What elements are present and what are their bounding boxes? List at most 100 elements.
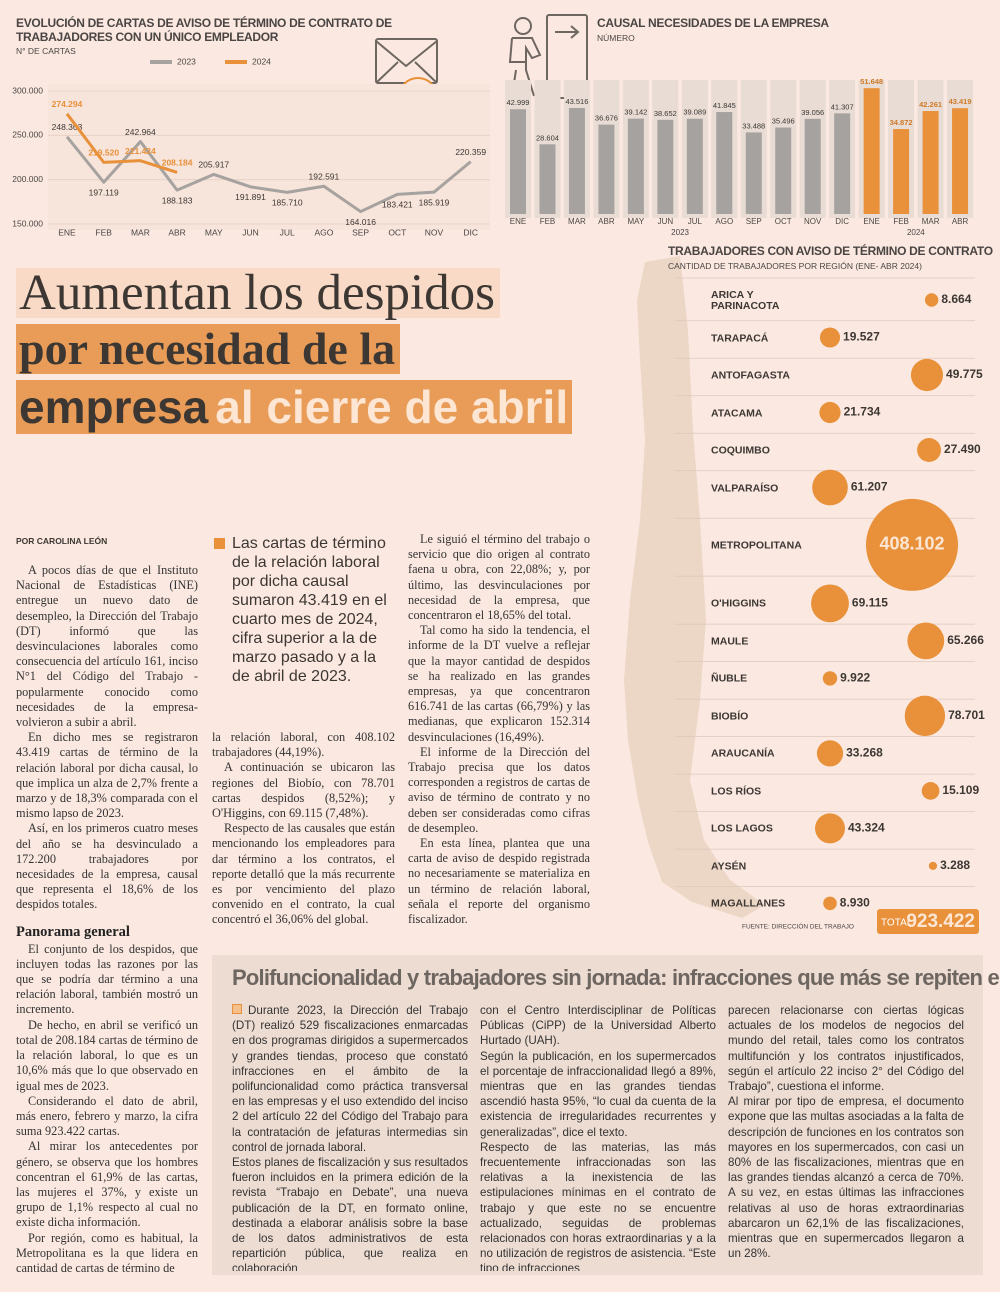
bar xyxy=(510,109,526,214)
value-label: 36.676 xyxy=(595,114,618,123)
x-tick-label: DIC xyxy=(463,227,478,237)
bar xyxy=(863,88,880,214)
total-value: 923.422 xyxy=(906,911,975,932)
bubble xyxy=(819,327,841,348)
region-label: TARAPACÁ xyxy=(711,332,769,344)
paragraph: parecen relacionarse con ciertas lógicas… xyxy=(728,1004,964,1094)
x-tick-label: DIC xyxy=(835,217,849,226)
value-label: 192.591 xyxy=(309,171,340,181)
x-tick-label: AGO xyxy=(715,217,733,226)
total-badge xyxy=(877,909,979,934)
region-label: ANTOFAGASTA xyxy=(711,369,790,382)
bubble-chart-subtitle: CANTIDAD DE TRABAJADORES POR REGIÓN (ENE… xyxy=(668,261,922,271)
value-label: 51.648 xyxy=(860,77,883,86)
x-tick-label: MAR xyxy=(131,227,150,237)
article-column: Le siguió el término del trabajo o servi… xyxy=(408,532,590,928)
value-label: 21.734 xyxy=(844,405,881,419)
x-tick-label: SEP xyxy=(352,227,369,237)
line-chart-title: EVOLUCIÓN DE CARTAS DE AVISO DE TÉRMINO … xyxy=(16,16,392,44)
bar xyxy=(804,118,821,214)
paragraph: Según la publicación, en los supermercad… xyxy=(480,1049,716,1139)
sidebar-title: Polifuncionalidad y trabajadores sin jor… xyxy=(232,965,1000,990)
value-label: 65.266 xyxy=(947,633,984,647)
paragraph: Respecto de las causales que están menci… xyxy=(212,821,395,927)
paragraph: Al mirar por tipo de empresa, el documen… xyxy=(728,1095,964,1261)
value-label: 8.930 xyxy=(840,896,870,910)
x-tick-label: MAR xyxy=(922,217,940,226)
region-label: BIOBÍO xyxy=(711,710,749,723)
bar xyxy=(686,118,703,214)
sidebar-column: con el Centro Interdisciplinar de Políti… xyxy=(480,1003,716,1271)
bubble xyxy=(910,358,944,392)
region-label: VALPARAÍSO xyxy=(711,482,779,494)
subhead: Panorama general xyxy=(16,923,130,940)
y-tick-label: 200.000 xyxy=(12,174,43,184)
bar xyxy=(775,127,792,214)
headline-line: por necesidad de la xyxy=(16,324,572,374)
value-label: 164.016 xyxy=(345,217,376,227)
x-tick-label: JUN xyxy=(658,217,674,226)
x-tick-label: OCT xyxy=(775,217,792,226)
region-label: ARAUCANÍA xyxy=(711,747,775,760)
value-label: 19.527 xyxy=(843,330,880,344)
bar-chart-subtitle: NÚMERO xyxy=(597,33,635,43)
x-tick-label: SEP xyxy=(746,217,762,226)
line-series xyxy=(65,112,178,174)
bubble xyxy=(822,671,838,686)
x-tick-label: ABR xyxy=(598,217,615,226)
bar xyxy=(657,119,674,214)
paragraph: Respecto de las materias, las más frecue… xyxy=(480,1140,716,1271)
bubble xyxy=(907,622,945,660)
x-tick-label: ENE xyxy=(510,217,526,226)
headline-text: por necesidad de la xyxy=(16,324,401,374)
bubble xyxy=(816,740,844,767)
value-label: 183.421 xyxy=(382,200,413,210)
value-label: 205.917 xyxy=(198,160,229,170)
paragraph: El informe de la Dirección del Trabajo p… xyxy=(408,744,590,835)
paragraph: A pocos días de que el Instituto Naciona… xyxy=(16,563,198,730)
headline: Aumentan los despidos por necesidad de l… xyxy=(16,268,573,434)
value-label: 43.324 xyxy=(848,821,885,835)
x-tick-label: MAR xyxy=(568,217,586,226)
value-label: 43.516 xyxy=(565,97,588,106)
value-label: 61.207 xyxy=(851,480,888,494)
bubble xyxy=(928,861,938,870)
value-label: 38.652 xyxy=(654,109,677,118)
value-label: 3.288 xyxy=(940,858,970,872)
source-note: FUENTE: DIRECCIÓN DEL TRABAJO xyxy=(742,922,854,931)
region-label: LOS LAGOS xyxy=(711,822,773,835)
headline-line: empresa al cierre de abril xyxy=(16,380,573,434)
bubble xyxy=(819,401,841,424)
plot-background xyxy=(48,84,490,230)
bar xyxy=(893,129,910,214)
value-label: 33.268 xyxy=(846,746,883,760)
value-label: 27.490 xyxy=(944,442,981,456)
x-tick-label: FEB xyxy=(540,217,556,226)
value-label: 408.102 xyxy=(879,534,944,554)
value-label: 220.359 xyxy=(455,147,486,157)
sidebar-box: Polifuncionalidad y trabajadores sin jor… xyxy=(212,955,1000,1275)
sidebar-column: parecen relacionarse con ciertas lógicas… xyxy=(728,1003,964,1271)
value-label: 242.964 xyxy=(125,127,156,137)
x-tick-label: JUL xyxy=(688,217,703,226)
value-label: 78.701 xyxy=(948,708,985,722)
region-label: COQUIMBO xyxy=(711,444,770,457)
x-tick-label: JUN xyxy=(242,227,259,237)
bubble-chart-title: TRABAJADORES CON AVISO DE TÉRMINO DE CON… xyxy=(668,244,993,258)
column-body: la relación laboral, con 408.102 trabaja… xyxy=(212,730,395,928)
bar xyxy=(598,124,615,214)
bubble xyxy=(924,293,939,307)
value-label: 39.056 xyxy=(801,108,824,117)
value-label: 42.261 xyxy=(919,100,942,109)
value-label: 35.496 xyxy=(772,117,795,126)
article-column: A pocos días de que el Instituto Naciona… xyxy=(16,563,198,1278)
value-label: 185.919 xyxy=(419,197,450,207)
bar xyxy=(716,112,733,214)
chile-map xyxy=(624,256,765,918)
group-label: 2024 xyxy=(907,228,925,237)
value-label: 39.089 xyxy=(683,108,706,117)
region-label: ÑUBLE xyxy=(711,672,748,685)
bubble xyxy=(815,813,845,844)
value-label: 197.119 xyxy=(89,187,119,197)
